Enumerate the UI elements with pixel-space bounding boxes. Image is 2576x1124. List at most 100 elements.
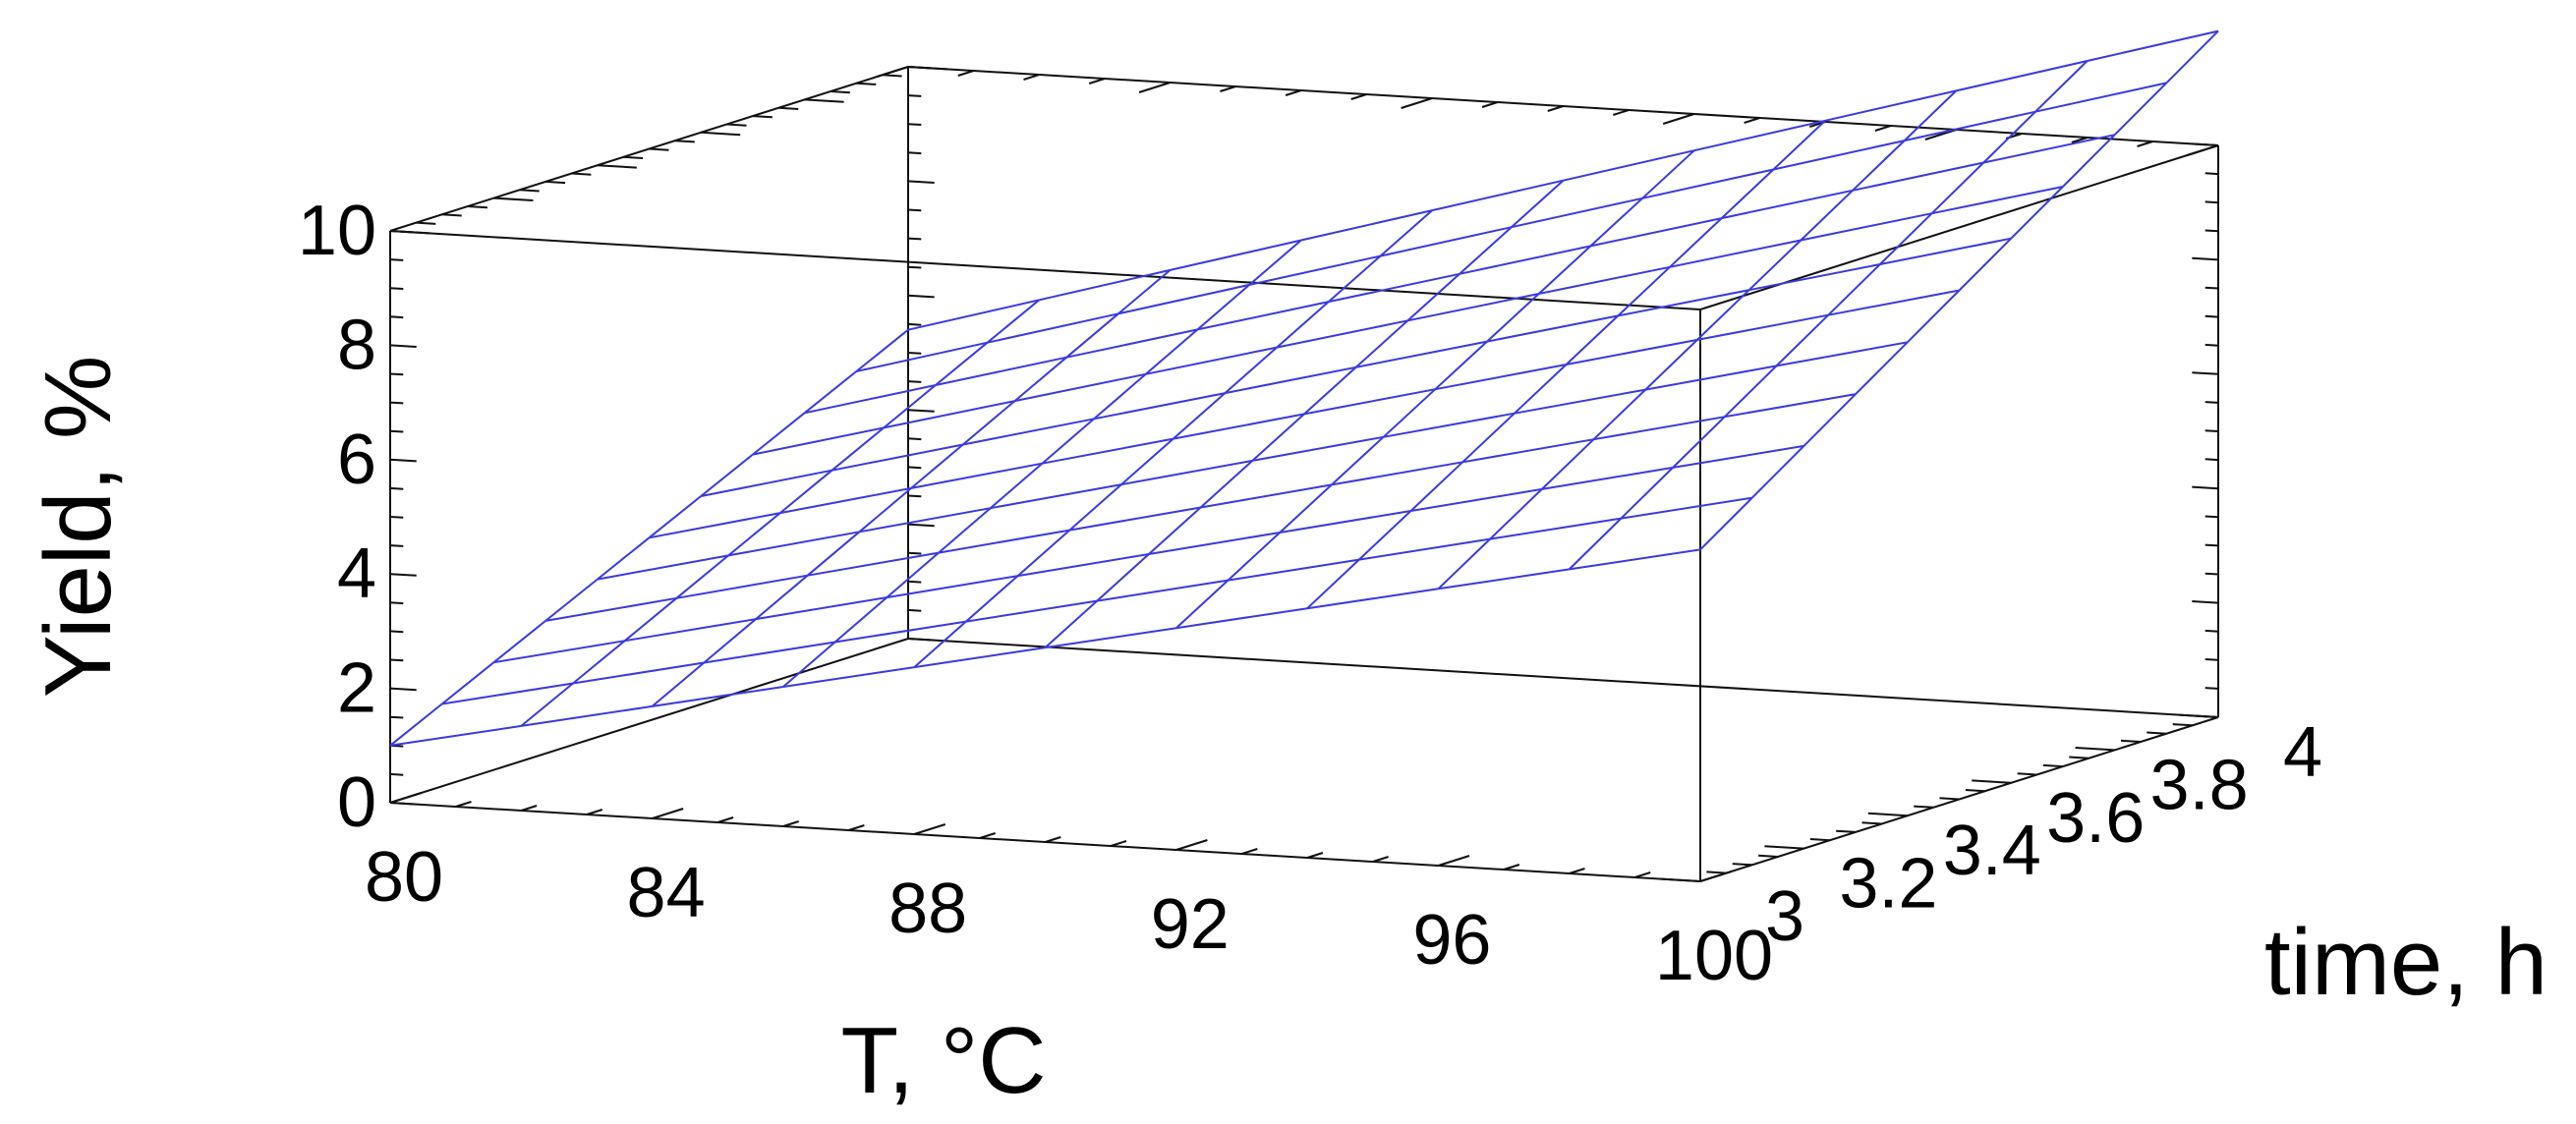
surface-line: [1775, 313, 1829, 367]
z-axis-title: Yield, %: [26, 356, 131, 699]
x-tick: [782, 820, 800, 827]
surface-line: [1750, 445, 1805, 499]
y-axis-title: time, h: [2264, 910, 2547, 1015]
z-tick-right: [2204, 229, 2219, 233]
surface-line: [1641, 149, 1695, 199]
y-tick-top: [701, 131, 741, 137]
surface-line: [804, 384, 937, 415]
surface-line: [651, 661, 705, 707]
surface-line: [833, 596, 887, 644]
surface-line: [938, 507, 992, 554]
surface-line: [1748, 263, 1881, 292]
surface-line: [1569, 548, 1701, 571]
y-tick: [1732, 863, 1752, 867]
x-tick-back: [1924, 129, 1957, 140]
y-tick: [2042, 763, 2063, 768]
z-tick-label: 0: [337, 763, 376, 842]
y-tick-top: [571, 172, 592, 176]
x-tick-label: 80: [365, 838, 443, 917]
surface-line: [572, 640, 626, 685]
z-tick-right: [2192, 371, 2219, 375]
surface-line: [1855, 341, 1909, 395]
surface-line: [441, 661, 495, 705]
x-tick-label: 96: [1412, 901, 1491, 980]
z-tick-back: [907, 151, 922, 155]
surface-line: [1069, 506, 1201, 532]
z-tick-back: [907, 466, 922, 470]
surface-line: [1931, 186, 2064, 215]
y-tick-label: 3.6: [2046, 779, 2145, 858]
x-tick-back: [1138, 82, 1171, 93]
surface-line: [807, 551, 940, 577]
surface-line: [389, 724, 522, 747]
z-tick-label: 10: [298, 192, 376, 270]
z-tick: [389, 458, 417, 463]
surface-line: [649, 512, 780, 539]
surface-line: [910, 443, 964, 489]
surface-line: [1300, 209, 1433, 242]
z-tick-back: [907, 437, 922, 441]
surface-line: [990, 462, 1044, 509]
y-tick-top: [882, 74, 902, 78]
y-tick: [1965, 789, 1985, 793]
surface-line: [1093, 373, 1147, 421]
surface-line: [1437, 537, 1491, 590]
surface-line: [986, 299, 1040, 344]
z-tick-right: [2192, 714, 2219, 718]
x-tick: [520, 805, 538, 812]
x-tick: [979, 832, 997, 839]
x-tick: [1569, 868, 1585, 874]
y-tick-top: [545, 180, 566, 185]
surface-line: [987, 312, 1119, 344]
surface-line: [1669, 239, 1802, 268]
surface-line: [1227, 532, 1281, 582]
z-tick: [389, 230, 417, 234]
surface-line: [1014, 372, 1147, 403]
z-tick-back: [907, 380, 922, 383]
surface-line: [2165, 29, 2219, 84]
z-tick: [389, 287, 404, 290]
z-tick-right: [2204, 429, 2219, 432]
y-tick: [1867, 812, 1908, 817]
surface-line: [830, 426, 885, 472]
box-edge: [389, 638, 909, 804]
z-tick: [389, 258, 404, 261]
surface-line: [1096, 553, 1150, 602]
surface-line: [962, 418, 1095, 446]
surface-line: [1486, 314, 1619, 343]
surface-line: [1355, 340, 1488, 368]
surface-line: [1173, 392, 1227, 440]
surface-line: [1039, 268, 1171, 302]
x-tick-back: [1285, 89, 1302, 96]
x-tick: [1438, 855, 1470, 867]
surface-line: [648, 495, 702, 539]
y-tick: [2172, 723, 2193, 727]
z-tick-back: [907, 551, 922, 555]
surface-line: [1828, 289, 1960, 316]
surface-line: [1461, 412, 1516, 464]
z-tick: [389, 486, 404, 490]
z-tick: [389, 630, 404, 634]
y-tick: [1972, 779, 2012, 784]
surface-line: [1306, 558, 1360, 609]
surface-line: [1514, 364, 1568, 415]
z-tick-back: [907, 180, 935, 184]
z-tick: [389, 429, 404, 433]
surface-line: [1170, 239, 1302, 271]
surface-line: [1879, 237, 2012, 265]
surface-line: [493, 640, 625, 664]
z-tick-back: [907, 322, 922, 326]
z-tick-back: [907, 265, 922, 269]
surface-line: [755, 574, 809, 620]
surface-line: [2113, 82, 2168, 136]
z-tick-back: [907, 294, 935, 299]
surface-line: [676, 574, 808, 599]
z-tick: [389, 344, 417, 348]
surface-line: [2087, 29, 2219, 62]
z-tick: [389, 573, 417, 577]
surface-line: [1120, 437, 1174, 485]
surface-line: [389, 702, 443, 747]
y-tick-label: 4: [2283, 713, 2322, 792]
y-tick: [2147, 731, 2167, 735]
